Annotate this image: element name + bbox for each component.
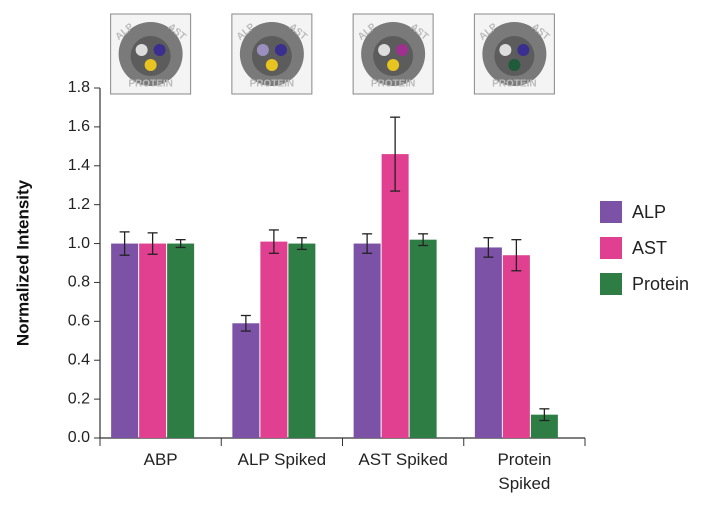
bar [409,239,437,438]
y-tick-label: 1.8 [68,79,90,96]
icon-label: PROTEIN [128,79,172,90]
y-tick-label: 0.6 [68,313,90,330]
icon-label: PROTEIN [492,79,536,90]
bar [502,255,530,438]
x-tick-label: ALP Spiked [237,450,327,469]
y-tick-label: 0.0 [68,429,90,446]
icon-dot [274,44,287,56]
bar [167,243,195,438]
icon-dot [265,59,278,71]
icon-dot [387,59,400,71]
icon-dot [144,59,157,71]
bar [139,243,167,438]
y-tick-label: 0.8 [68,274,90,291]
legend-swatch [600,273,622,295]
legend-swatch [600,201,622,223]
icon-dot [378,44,391,56]
y-tick-label: 1.2 [68,196,90,213]
icon-label: PROTEIN [250,79,294,90]
bar [288,243,316,438]
x-tick-label: ABP [143,450,178,469]
y-tick-label: 1.0 [68,235,90,252]
y-axis-title: Normalized Intensity [13,179,32,346]
y-tick-label: 0.2 [68,390,90,407]
x-tick-label: Protein Spiked [497,450,552,493]
bar [260,241,288,438]
legend-label: Protein [632,274,689,294]
icon-dot [396,44,409,56]
y-tick-label: 1.6 [68,118,90,135]
icon-dot [135,44,148,56]
legend-label: AST [632,238,667,258]
icon-dot [153,44,166,56]
bar [530,414,558,438]
legend-label: ALP [632,202,666,222]
bar [353,243,381,438]
icon-dot [499,44,512,56]
y-tick-label: 1.4 [68,157,90,174]
icon-label: PROTEIN [371,79,415,90]
icon-dot [517,44,530,56]
bar [111,243,139,438]
bar [381,154,409,438]
legend-swatch [600,237,622,259]
bar [232,323,260,438]
icon-dot [256,44,269,56]
y-tick-label: 0.4 [68,351,90,368]
bar [474,247,502,438]
x-tick-label: AST Spiked [358,450,448,469]
icon-dot [508,59,521,71]
